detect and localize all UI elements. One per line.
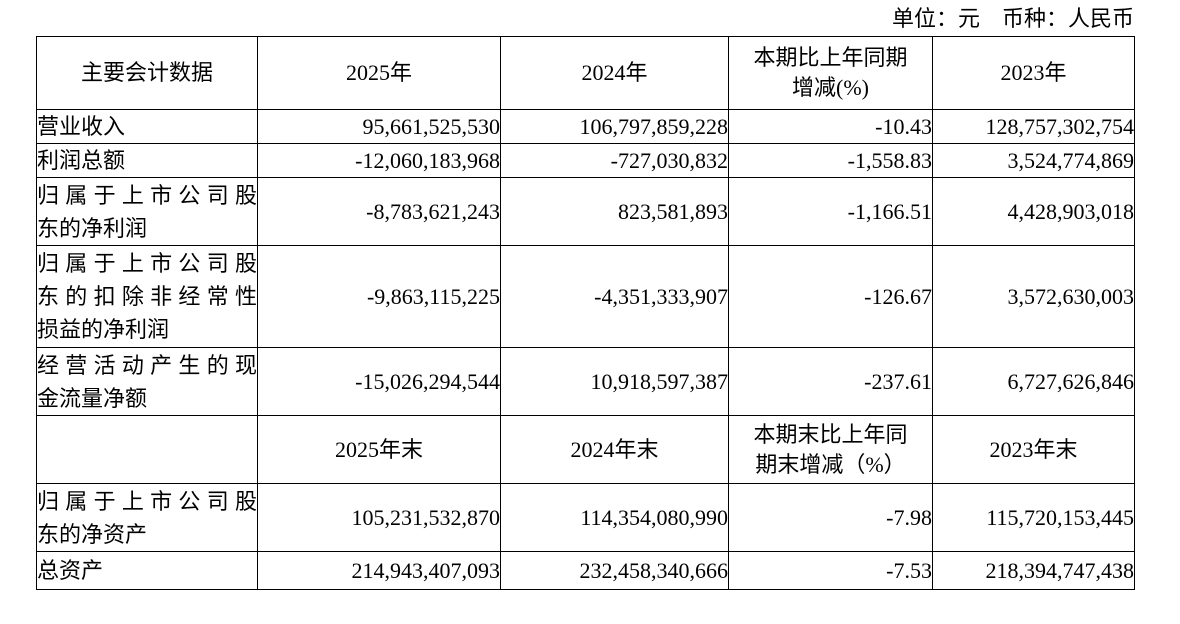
cell-2025-value: 105,231,532,870 — [257, 483, 501, 552]
cell-change-value: -1,166.51 — [728, 177, 933, 246]
cell-2023-value: 115,720,153,445 — [932, 483, 1135, 552]
cell-change-value: -126.67 — [728, 245, 933, 348]
cell-2023-value: 3,572,630,003 — [932, 245, 1135, 348]
cell-2023-value: 6,727,626,846 — [932, 347, 1135, 416]
cell-2024-value: 823,581,893 — [500, 177, 729, 246]
cell-2025-value: -9,863,115,225 — [257, 245, 501, 348]
subheader-cell-2025-end: 2025年末 — [257, 415, 501, 484]
header-cell-2024: 2024年 — [500, 36, 729, 110]
cell-2025-value: -8,783,621,243 — [257, 177, 501, 246]
table-row-net-assets: 归属于上市公司股 东的净资产 105,231,532,870 114,354,08… — [36, 483, 1135, 552]
cell-2023-value: 3,524,774,869 — [932, 143, 1135, 178]
header-cell-change: 本期比上年同期 增减(%) — [728, 36, 933, 110]
cell-2023-value: 4,428,903,018 — [932, 177, 1135, 246]
subheader-cell-2023-end: 2023年末 — [932, 415, 1135, 484]
cell-2025-value: -12,060,183,968 — [257, 143, 501, 178]
cell-2025-value: -15,026,294,544 — [257, 347, 501, 416]
table-row-revenue: 营业收入 95,661,525,530 106,797,859,228 -10.… — [36, 109, 1135, 144]
cell-2023-value: 218,394,747,438 — [932, 551, 1135, 590]
cell-change-value: -10.43 — [728, 109, 933, 144]
subheader-cell-empty — [36, 415, 258, 484]
unit-currency-note: 单位：元 币种：人民币 — [891, 6, 1134, 31]
subheader-cell-change-end: 本期末比上年同 期末增减（%） — [728, 415, 933, 484]
cell-2024-value: 114,354,080,990 — [500, 483, 729, 552]
report-content: 单位：元 币种：人民币 主要会计数据 2025年 2024年 本期比上年同期 增… — [36, 5, 1135, 590]
table-row-net-profit: 归属于上市公司股 东的净利润 -8,783,621,243 823,581,893… — [36, 177, 1135, 246]
header-cell-main-label: 主要会计数据 — [36, 36, 258, 110]
header-cell-2023: 2023年 — [932, 36, 1135, 110]
cell-2025-value: 95,661,525,530 — [257, 109, 501, 144]
cell-label: 营业收入 — [36, 109, 258, 144]
cell-2024-value: 10,918,597,387 — [500, 347, 729, 416]
cell-label: 归属于上市公司股 东的扣除非经常性 损益的净利润 — [36, 245, 258, 348]
cell-label: 经营活动产生的现 金流量净额 — [36, 347, 258, 416]
table-row-operating-cash-flow: 经营活动产生的现 金流量净额 -15,026,294,544 10,918,597… — [36, 347, 1135, 416]
cell-label: 归属于上市公司股 东的净利润 — [36, 177, 258, 246]
cell-label: 归属于上市公司股 东的净资产 — [36, 483, 258, 552]
cell-2024-value: -4,351,333,907 — [500, 245, 729, 348]
cell-2025-value: 214,943,407,093 — [257, 551, 501, 590]
subheader-cell-2024-end: 2024年末 — [500, 415, 729, 484]
cell-2023-value: 128,757,302,754 — [932, 109, 1135, 144]
cell-2024-value: 106,797,859,228 — [500, 109, 729, 144]
table-row-net-profit-excl-nonrecurring: 归属于上市公司股 东的扣除非经常性 损益的净利润 -9,863,115,225 -4… — [36, 245, 1135, 348]
table-row-total-profit: 利润总额 -12,060,183,968 -727,030,832 -1,558… — [36, 143, 1135, 178]
cell-change-value: -7.98 — [728, 483, 933, 552]
header-cell-2025: 2025年 — [257, 36, 501, 110]
cell-label: 利润总额 — [36, 143, 258, 178]
cell-2024-value: 232,458,340,666 — [500, 551, 729, 590]
subheader-row-period-end: 2025年末 2024年末 本期末比上年同 期末增减（%） 2023年末 — [36, 415, 1135, 484]
header-row: 主要会计数据 2025年 2024年 本期比上年同期 增减(%) 2023年 — [36, 36, 1135, 110]
cell-label: 总资产 — [36, 551, 258, 590]
financial-summary-table: 主要会计数据 2025年 2024年 本期比上年同期 增减(%) 2023年 营… — [36, 36, 1135, 590]
cell-change-value: -1,558.83 — [728, 143, 933, 178]
cell-change-value: -237.61 — [728, 347, 933, 416]
cell-2024-value: -727,030,832 — [500, 143, 729, 178]
cell-change-value: -7.53 — [728, 551, 933, 590]
table-row-total-assets: 总资产 214,943,407,093 232,458,340,666 -7.5… — [36, 551, 1135, 590]
